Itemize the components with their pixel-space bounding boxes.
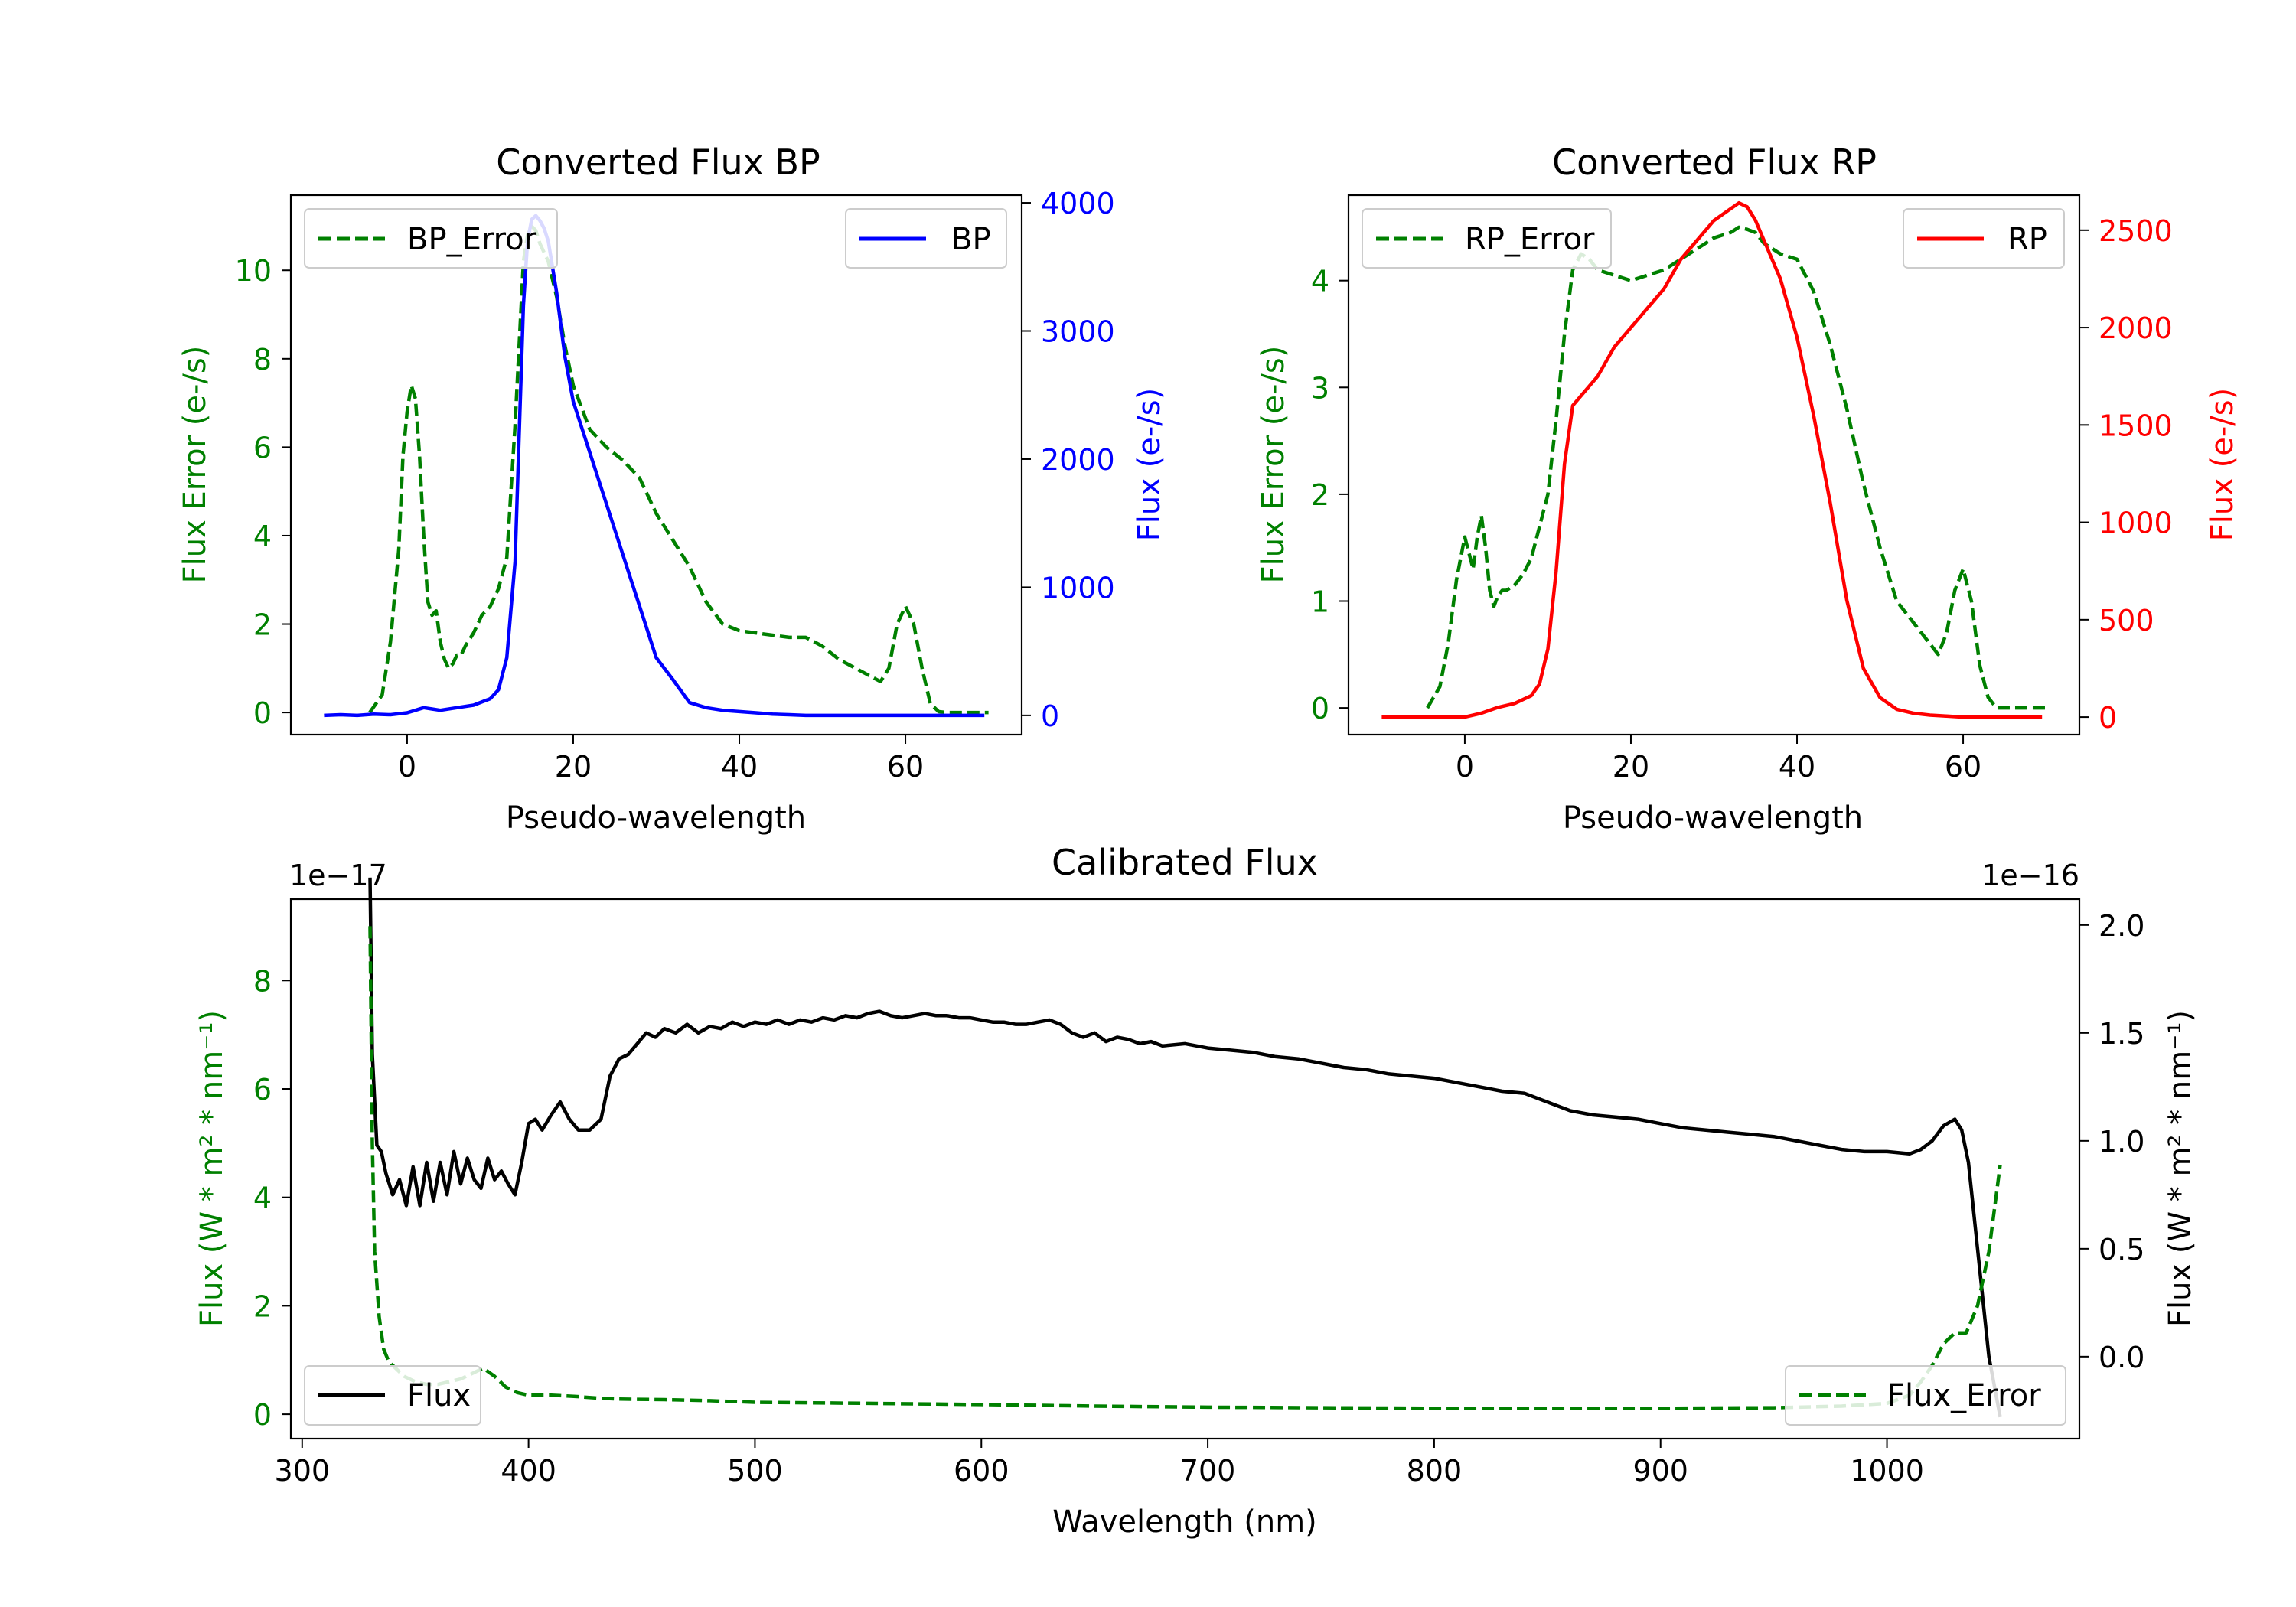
calibrated-title: Calibrated Flux [1052,842,1318,883]
cal-x-tick-label: 400 [501,1454,556,1488]
rp-series-group [1381,200,2047,719]
bp-right-tick-label: 4000 [1041,187,1115,220]
rp-right-tick-label: 500 [2099,604,2154,637]
bp-x-ticks: 0 20 40 60 [398,735,924,784]
cal-right-tick-label: 1.5 [2099,1017,2144,1051]
bp-x-label: Pseudo-wavelength [506,800,806,836]
rp-axes-frame [1347,194,2081,736]
cal-right-tick-label: 2.0 [2099,909,2144,943]
rp-x-tick-label: 60 [1945,750,1981,784]
rp-left-ticks: 0 1 2 3 4 [1311,265,1349,725]
rp-error-line [1426,225,2047,710]
bp-right-y-label: Flux (e-/s) [1132,388,1167,541]
flux-legend-label: Flux [407,1378,471,1413]
rp-x-tick-label: 20 [1613,750,1649,784]
cal-x-tick-label: 1000 [1850,1454,1924,1488]
calibrated-left-y-label: Flux (W * m² * nm⁻¹) [194,1010,230,1327]
bp-left-tick-label: 2 [253,608,272,642]
bp-right-tick-label: 0 [1041,699,1059,733]
bp-left-tick-label: 4 [253,520,272,553]
rp-line [1381,200,2043,719]
bp-x-tick-label: 40 [721,750,758,784]
bp-axes-frame [289,194,1023,736]
bp-error-line [368,224,989,715]
rp-legend-label: RP [2007,222,2047,257]
calibrated-axes-frame [289,898,2081,1440]
bp-left-tick-label: 6 [253,431,272,464]
bp-x-tick-label: 20 [555,750,592,784]
calibrated-legend-right: Flux_Error [1785,1365,2066,1426]
rp-left-tick-label: 4 [1311,265,1329,298]
rp-title: Converted Flux RP [1552,142,1877,183]
rp-left-tick-label: 3 [1311,371,1329,405]
cal-left-tick-label: 4 [253,1182,272,1215]
rp-left-tick-label: 2 [1311,478,1329,512]
cal-right-tick-label: 0.0 [2099,1341,2144,1374]
rp-right-y-label: Flux (e-/s) [2205,388,2240,541]
rp-right-tick-label: 1000 [2099,507,2173,540]
bp-error-legend-label: BP_Error [407,222,537,257]
bp-right-tick-label: 1000 [1041,571,1115,605]
rp-panel: Converted Flux RP 0 20 40 60 0 1 2 3 4 0 500 1000… [1256,142,2240,836]
cal-x-tick-label: 600 [954,1454,1009,1488]
rp-x-tick-label: 0 [1456,750,1474,784]
calibrated-right-scale: 1e−16 [1981,859,2079,892]
cal-left-tick-label: 6 [253,1073,272,1107]
calibrated-right-ticks: 0.0 0.5 1.0 1.5 2.0 [2079,909,2144,1374]
bp-left-y-label: Flux Error (e-/s) [178,346,213,584]
cal-x-tick-label: 500 [727,1454,783,1488]
bp-legend-right: BP [845,208,1007,269]
rp-right-tick-label: 2500 [2099,214,2173,248]
calibrated-left-scale: 1e−17 [289,859,387,892]
bp-series-group [324,214,989,718]
rp-right-ticks: 0 500 1000 1500 2000 2500 [2079,214,2173,735]
bp-title: Converted Flux BP [496,142,820,183]
flux-error-line [368,926,2002,1410]
calibrated-left-ticks: 0 2 4 6 8 [253,964,291,1432]
cal-x-tick-label: 900 [1632,1454,1688,1488]
rp-error-legend-label: RP_Error [1465,222,1595,257]
bp-x-tick-label: 0 [398,750,416,784]
cal-x-tick-label: 800 [1407,1454,1463,1488]
bp-panel: Converted Flux BP 0 20 40 60 0 2 4 6 8 10 0 1000 2… [178,142,1167,836]
calibrated-panel: Calibrated Flux 1e−17 1e−16 300 400 500 600… [194,842,2198,1540]
cal-x-tick-label: 300 [275,1454,331,1488]
rp-x-tick-label: 40 [1779,750,1815,784]
cal-left-tick-label: 0 [253,1398,272,1432]
bp-legend-label: BP [951,222,991,257]
bp-left-tick-label: 10 [235,254,272,288]
rp-left-tick-label: 0 [1311,692,1329,725]
calibrated-right-y-label: Flux (W * m² * nm⁻¹) [2163,1010,2198,1327]
rp-legend-left: RP_Error [1362,208,1612,269]
cal-right-tick-label: 0.5 [2099,1233,2144,1266]
flux-error-legend-label: Flux_Error [1887,1378,2041,1413]
calibrated-x-label: Wavelength (nm) [1052,1504,1317,1540]
bp-left-ticks: 0 2 4 6 8 10 [235,254,291,730]
bp-right-tick-label: 3000 [1041,315,1115,349]
bp-x-tick-label: 60 [887,750,924,784]
cal-x-tick-label: 700 [1180,1454,1236,1488]
cal-left-tick-label: 8 [253,964,272,998]
rp-right-tick-label: 1500 [2099,409,2173,442]
bp-right-tick-label: 2000 [1041,443,1115,477]
bp-left-tick-label: 8 [253,343,272,376]
calibrated-legend-left: Flux [304,1365,481,1426]
rp-x-label: Pseudo-wavelength [1563,800,1863,836]
rp-right-tick-label: 0 [2099,701,2117,735]
calibrated-x-ticks: 300 400 500 600 700 800 900 1000 [275,1439,1924,1488]
rp-left-y-label: Flux Error (e-/s) [1256,346,1291,584]
cal-right-tick-label: 1.0 [2099,1125,2144,1159]
bp-right-ticks: 0 1000 2000 3000 4000 [1022,187,1115,733]
rp-left-tick-label: 1 [1311,585,1329,618]
rp-right-tick-label: 2000 [2099,311,2173,345]
rp-legend-right: RP [1903,208,2065,269]
rp-x-ticks: 0 20 40 60 [1456,735,1981,784]
calibrated-series-group [368,877,2002,1418]
flux-line [368,877,2002,1418]
bp-left-tick-label: 0 [253,696,272,730]
bp-line [324,214,985,718]
bp-legend-left: BP_Error [304,208,558,269]
cal-left-tick-label: 2 [253,1289,272,1323]
